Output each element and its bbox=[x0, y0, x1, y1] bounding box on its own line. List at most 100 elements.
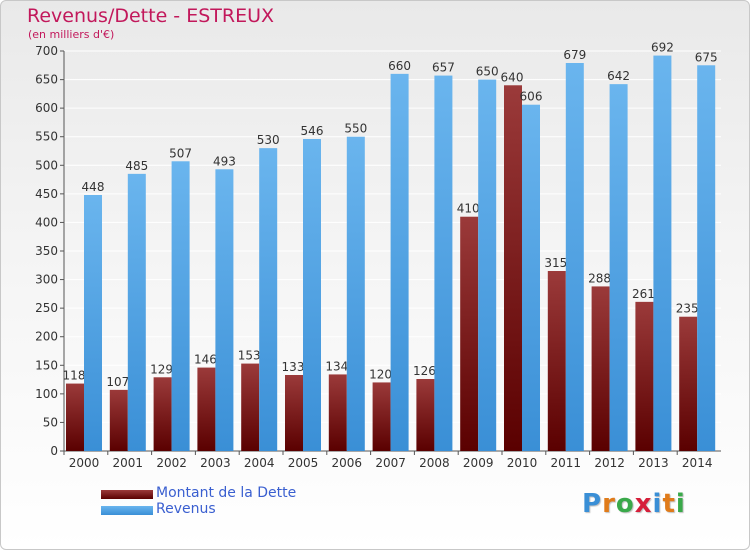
bar-debt bbox=[197, 367, 216, 451]
logo-letter: x bbox=[634, 489, 653, 519]
data-label-debt: 134 bbox=[325, 359, 348, 373]
logo-letter: P bbox=[582, 489, 603, 519]
bar-debt bbox=[504, 85, 522, 452]
bar-debt bbox=[328, 374, 347, 451]
proxiti-logo: Proxiti bbox=[582, 489, 686, 519]
data-label-debt: 126 bbox=[413, 364, 436, 378]
x-tick-label: 2004 bbox=[244, 456, 275, 470]
x-tick-label: 2014 bbox=[682, 456, 713, 470]
data-label-revenue: 642 bbox=[607, 69, 630, 83]
data-label-debt: 146 bbox=[194, 353, 217, 367]
data-label-revenue: 657 bbox=[432, 61, 455, 75]
x-tick-label: 2011 bbox=[551, 456, 582, 470]
bar-revenue bbox=[565, 63, 584, 451]
y-tick-label: 600 bbox=[35, 101, 58, 115]
data-label-debt: 133 bbox=[282, 360, 305, 374]
data-label-revenue: 507 bbox=[169, 146, 192, 160]
x-tick-label: 2003 bbox=[200, 456, 231, 470]
y-tick-label: 50 bbox=[43, 415, 58, 429]
logo-letter: o bbox=[615, 489, 635, 519]
bar-revenue bbox=[697, 65, 716, 452]
x-tick-label: 2000 bbox=[69, 456, 100, 470]
bar-debt bbox=[153, 377, 172, 451]
bar-revenue bbox=[522, 104, 540, 451]
data-label-revenue: 485 bbox=[125, 159, 148, 173]
bar-revenue bbox=[609, 84, 628, 452]
y-tick-label: 200 bbox=[35, 330, 58, 344]
logo-letter: t bbox=[662, 489, 676, 519]
data-label-debt: 120 bbox=[369, 367, 392, 381]
data-label-debt: 261 bbox=[632, 287, 655, 301]
y-tick-label: 0 bbox=[50, 444, 58, 458]
data-label-debt: 235 bbox=[676, 302, 699, 316]
y-tick-label: 450 bbox=[35, 187, 58, 201]
bar-debt bbox=[285, 375, 303, 451]
y-tick-label: 250 bbox=[35, 301, 58, 315]
bar-debt bbox=[460, 216, 479, 451]
bar-debt bbox=[591, 286, 610, 451]
data-label-revenue: 493 bbox=[213, 154, 236, 168]
y-tick-label: 350 bbox=[35, 244, 58, 258]
data-label-debt: 118 bbox=[63, 369, 86, 383]
data-label-revenue: 650 bbox=[476, 65, 499, 79]
x-tick-label: 2005 bbox=[288, 456, 319, 470]
bar-revenue bbox=[259, 148, 278, 451]
data-label-debt: 410 bbox=[457, 202, 480, 216]
bar-revenue bbox=[303, 139, 321, 451]
bar-debt bbox=[416, 379, 435, 451]
data-label-debt: 315 bbox=[544, 256, 567, 270]
bar-debt bbox=[679, 316, 698, 451]
y-tick-label: 650 bbox=[35, 73, 58, 87]
data-label-revenue: 679 bbox=[563, 48, 586, 62]
x-tick-label: 2001 bbox=[113, 456, 144, 470]
bar-revenue bbox=[171, 161, 190, 452]
x-tick-label: 2009 bbox=[463, 456, 494, 470]
legend-swatch-debt bbox=[101, 490, 153, 499]
data-label-revenue: 692 bbox=[651, 41, 674, 55]
chart-title: Revenus/Dette - ESTREUX bbox=[27, 5, 274, 27]
x-tick-label: 2010 bbox=[507, 456, 538, 470]
legend-label-revenue: Revenus bbox=[156, 501, 216, 517]
data-label-revenue: 550 bbox=[344, 122, 367, 136]
logo-letter: r bbox=[602, 489, 616, 519]
bar-debt bbox=[372, 382, 391, 451]
data-label-revenue: 660 bbox=[388, 59, 411, 73]
y-tick-label: 500 bbox=[35, 158, 58, 172]
y-tick-label: 300 bbox=[35, 273, 58, 287]
bar-debt bbox=[241, 363, 260, 451]
data-label-debt: 288 bbox=[588, 271, 611, 285]
x-tick-label: 2012 bbox=[594, 456, 625, 470]
y-tick-label: 100 bbox=[35, 387, 58, 401]
chart-subtitle: (en milliers d'€) bbox=[28, 28, 115, 41]
data-label-revenue: 606 bbox=[520, 90, 543, 104]
x-tick-label: 2002 bbox=[156, 456, 187, 470]
data-label-debt: 129 bbox=[150, 362, 173, 376]
x-tick-label: 2013 bbox=[638, 456, 669, 470]
y-tick-label: 150 bbox=[35, 358, 58, 372]
bar-debt bbox=[547, 271, 566, 451]
data-label-debt: 153 bbox=[238, 349, 261, 363]
logo-letter: i bbox=[675, 489, 686, 519]
data-label-debt: 107 bbox=[106, 375, 129, 389]
data-label-revenue: 675 bbox=[695, 50, 718, 64]
x-tick-label: 2006 bbox=[332, 456, 363, 470]
bar-debt bbox=[635, 301, 654, 451]
bar-revenue bbox=[346, 136, 365, 451]
bar-revenue bbox=[478, 79, 497, 452]
data-label-revenue: 530 bbox=[257, 133, 280, 147]
bar-revenue bbox=[215, 169, 234, 452]
data-label-debt: 640 bbox=[501, 70, 524, 84]
legend-label-debt: Montant de la Dette bbox=[156, 485, 297, 501]
x-tick-label: 2007 bbox=[375, 456, 406, 470]
bar-debt bbox=[66, 383, 84, 451]
y-tick-label: 400 bbox=[35, 215, 58, 229]
y-tick-label: 700 bbox=[35, 44, 58, 58]
data-label-revenue: 448 bbox=[82, 180, 105, 194]
bar-revenue bbox=[84, 195, 102, 451]
y-tick-label: 550 bbox=[35, 130, 58, 144]
legend-swatch-revenue bbox=[101, 506, 153, 515]
logo-letter: i bbox=[652, 489, 663, 519]
bar-revenue bbox=[653, 55, 672, 451]
